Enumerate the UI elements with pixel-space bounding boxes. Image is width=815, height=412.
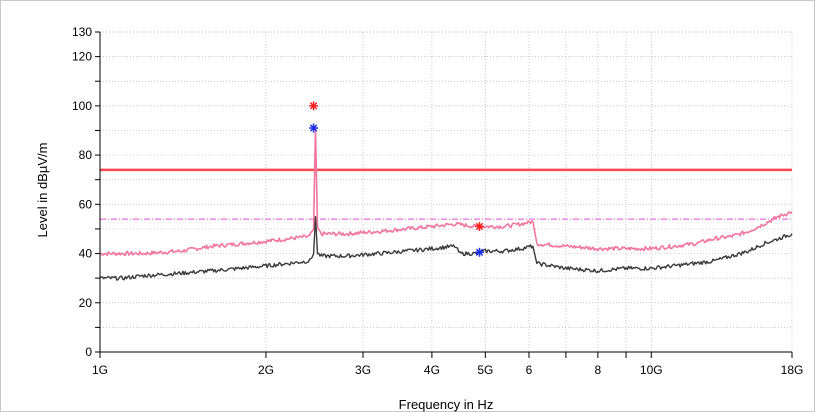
marker-asterisk bbox=[475, 247, 485, 257]
x-axis-title: Frequency in Hz bbox=[399, 397, 494, 412]
y-tick-label: 0 bbox=[85, 345, 92, 359]
marker-asterisk bbox=[309, 101, 319, 111]
plot-area bbox=[100, 32, 792, 352]
marker-asterisk bbox=[475, 221, 485, 231]
marker-asterisk bbox=[309, 123, 319, 133]
x-tick-label: 3G bbox=[355, 363, 371, 377]
y-tick-label: 120 bbox=[72, 50, 92, 64]
limit-lines bbox=[100, 168, 792, 220]
x-tick-label: 4G bbox=[424, 363, 440, 377]
markers bbox=[309, 101, 485, 257]
x-tick-label: 8 bbox=[595, 363, 602, 377]
series-line bbox=[99, 215, 793, 281]
marker-stroke bbox=[475, 248, 484, 256]
x-tick-label: 1G bbox=[92, 363, 108, 377]
series-line bbox=[99, 127, 793, 257]
grid bbox=[100, 31, 793, 352]
y-tick-label: 80 bbox=[79, 148, 93, 162]
x-tick-label: 10G bbox=[640, 363, 663, 377]
x-tick-label: 6 bbox=[526, 363, 533, 377]
y-tick-label: 130 bbox=[72, 25, 92, 39]
x-tick-label: 18G bbox=[781, 363, 804, 377]
axes: 0 20 40 60 80 100 120 130 1G 2G 3G 4G 5G 6 8 10G 18G bbox=[72, 25, 803, 377]
x-tick-label: 2G bbox=[258, 363, 274, 377]
marker-stroke bbox=[309, 102, 318, 110]
y-axis-title: Level in dBµV/m bbox=[35, 143, 50, 238]
x-tick-label: 5G bbox=[477, 363, 493, 377]
y-tick-label: 100 bbox=[72, 99, 92, 113]
y-tick-label: 40 bbox=[79, 247, 93, 261]
marker-stroke bbox=[475, 222, 484, 231]
y-tick-label: 20 bbox=[79, 296, 93, 310]
y-tick-label: 60 bbox=[79, 197, 93, 211]
marker-stroke bbox=[309, 124, 318, 132]
series-lines bbox=[99, 127, 793, 281]
